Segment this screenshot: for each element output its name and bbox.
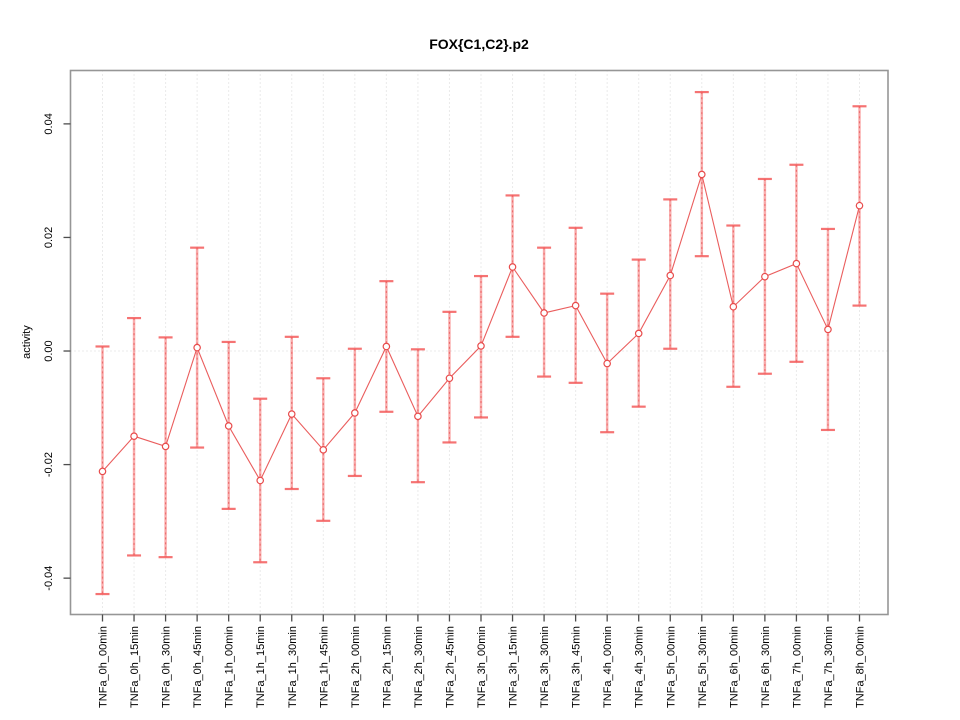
data-point-marker [761, 272, 769, 281]
x-tick-label: TNFa_8h_00min [855, 626, 867, 708]
data-point-marker [98, 467, 107, 476]
data-point-marker [477, 342, 485, 350]
data-point-marker [540, 309, 548, 317]
x-tick-label: TNFa_0h_45min [192, 626, 204, 708]
x-tick-label: TNFa_2h_45min [444, 626, 456, 708]
x-tick-label: TNFa_0h_15min [129, 626, 141, 708]
data-point-marker [161, 442, 170, 451]
data-point-marker [824, 325, 832, 334]
data-point-marker [445, 374, 454, 383]
data-point-marker [224, 422, 233, 430]
y-tick-label: 0.00 [43, 340, 55, 361]
data-point-marker [319, 446, 328, 454]
data-point-marker [855, 201, 864, 210]
data-point-marker [697, 170, 706, 179]
x-tick-label: TNFa_7h_00min [791, 626, 803, 708]
y-tick-label: -0.02 [43, 452, 55, 477]
x-tick-label: TNFa_6h_30min [760, 626, 772, 708]
x-tick-label: TNFa_5h_30min [697, 626, 709, 708]
plot-frame [69, 69, 889, 616]
x-tick-label: TNFa_3h_15min [508, 626, 520, 708]
x-tick-label: TNFa_3h_30min [539, 626, 551, 708]
x-tick-label: TNFa_6h_00min [728, 626, 740, 708]
data-point-marker [603, 359, 611, 368]
data-point-marker [256, 476, 265, 485]
x-tick-label: TNFa_1h_45min [318, 626, 330, 708]
y-tick-label: -0.04 [43, 566, 55, 591]
data-point-marker [571, 301, 580, 310]
data-point-marker [130, 432, 138, 440]
chart-title: FOX{C1,C2}.p2 [429, 36, 529, 52]
x-tick-label: TNFa_5h_00min [665, 626, 677, 708]
data-point-marker [414, 412, 422, 421]
x-tick-label: TNFa_2h_30min [413, 626, 425, 708]
x-tick-label: TNFa_0h_30min [161, 626, 173, 708]
data-point-marker [634, 329, 643, 338]
x-tick-label: TNFa_1h_00min [224, 626, 236, 708]
x-tick-label: TNFa_0h_00min [98, 626, 110, 708]
data-point-marker [666, 271, 675, 280]
x-tick-label: TNFa_4h_00min [602, 626, 614, 708]
data-point-marker [729, 302, 738, 311]
data-point-marker [193, 343, 201, 352]
y-tick-label: 0.04 [43, 113, 55, 134]
x-tick-label: TNFa_4h_30min [634, 626, 646, 708]
data-point-marker [351, 409, 359, 417]
data-point-marker [792, 259, 801, 268]
x-tick-label: TNFa_3h_00min [476, 626, 488, 708]
data-point-marker [508, 263, 517, 271]
x-tick-label: TNFa_2h_00min [350, 626, 362, 708]
data-point-marker [287, 410, 296, 418]
y-tick-label: 0.02 [43, 227, 55, 248]
x-tick-label: TNFa_1h_30min [287, 626, 299, 708]
x-tick-label: TNFa_2h_15min [381, 626, 393, 708]
x-tick-label: TNFa_3h_45min [571, 626, 583, 708]
data-point-marker [382, 342, 391, 351]
x-tick-label: TNFa_7h_30min [823, 626, 835, 708]
x-tick-label: TNFa_1h_15min [255, 626, 267, 708]
